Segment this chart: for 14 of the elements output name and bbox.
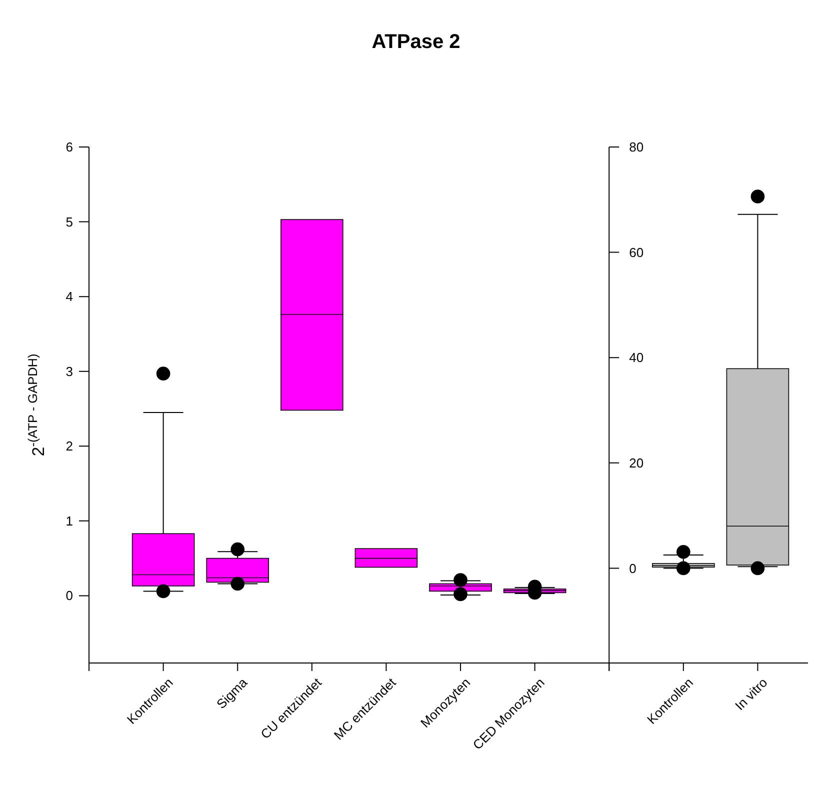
y-tick-label: 6 — [66, 140, 73, 155]
y-tick-label: 20 — [629, 455, 644, 470]
y-tick-label: 5 — [66, 214, 73, 230]
chart-title: ATPase 2 — [372, 31, 460, 53]
y-tick-label: 40 — [629, 350, 644, 366]
y-tick-label: 0 — [629, 560, 636, 576]
x-tick-label: In vitro — [732, 674, 770, 714]
y-tick-label: 60 — [629, 244, 644, 260]
y-tick-label: 0 — [66, 588, 73, 604]
y-tick-label: 3 — [66, 364, 73, 379]
y-tick-label: 1 — [66, 513, 73, 528]
y-tick-label: 4 — [66, 289, 73, 304]
y-tick-label: 2 — [66, 438, 73, 454]
y-tick-label: 80 — [629, 140, 644, 155]
